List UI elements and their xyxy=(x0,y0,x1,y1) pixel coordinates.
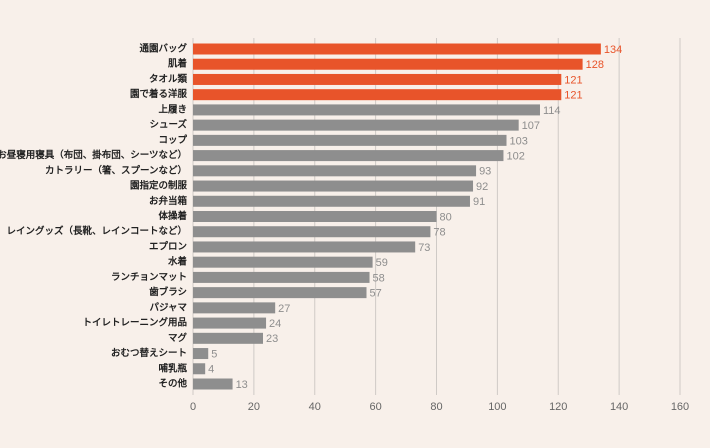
y-tick-label: タオル類 xyxy=(149,73,188,85)
x-tick-label: 80 xyxy=(430,401,442,413)
y-tick-label: 上履き xyxy=(158,103,187,115)
bar xyxy=(193,348,209,360)
value-label: 134 xyxy=(604,44,622,56)
y-tick-label: エプロン xyxy=(149,240,187,252)
value-label: 58 xyxy=(373,272,385,284)
bar xyxy=(193,165,477,177)
y-tick-label: お弁当箱 xyxy=(149,195,188,207)
value-label: 93 xyxy=(479,166,491,178)
bar xyxy=(193,211,437,222)
y-tick-label: コップ xyxy=(158,134,187,146)
y-tick-label: 水着 xyxy=(168,256,188,268)
bar xyxy=(193,150,504,162)
y-tick-label: 哺乳瓶 xyxy=(158,362,187,374)
bar xyxy=(193,119,519,131)
bar xyxy=(193,226,431,238)
bar xyxy=(193,58,583,70)
value-label: 91 xyxy=(473,196,485,208)
value-label: 121 xyxy=(564,90,582,102)
y-tick-label: 園で着る洋服 xyxy=(130,88,188,100)
value-label: 102 xyxy=(506,150,524,162)
value-label: 5 xyxy=(211,348,217,360)
y-tick-label: 体操着 xyxy=(158,210,187,222)
x-tick-label: 0 xyxy=(190,401,196,413)
y-tick-label: 通園バッグ xyxy=(139,43,187,55)
y-tick-label: その他 xyxy=(158,378,187,390)
value-label: 59 xyxy=(376,257,388,269)
y-tick-label: マグ xyxy=(168,332,188,344)
value-label: 92 xyxy=(476,181,488,193)
bar xyxy=(193,134,507,146)
bar xyxy=(193,73,562,85)
value-label: 121 xyxy=(564,74,582,86)
y-tick-label: トイレトレーニング用品 xyxy=(82,317,187,329)
value-label: 128 xyxy=(586,59,604,71)
value-label: 4 xyxy=(208,364,214,376)
value-label: 13 xyxy=(236,379,248,391)
bar xyxy=(193,180,474,192)
x-tick-label: 140 xyxy=(610,401,628,413)
value-label: 103 xyxy=(510,135,528,147)
y-tick-label: ランチョンマット xyxy=(111,272,187,283)
value-label: 73 xyxy=(418,242,430,254)
y-tick-label: パジャマ xyxy=(149,301,187,313)
bar xyxy=(193,241,416,253)
value-label: 27 xyxy=(278,303,290,315)
x-tick-label: 20 xyxy=(248,401,260,413)
value-label: 24 xyxy=(269,318,281,330)
bar xyxy=(193,195,470,207)
y-tick-label: お昼寝用寝具（布団、掛布団、シーツなど） xyxy=(0,149,187,161)
y-tick-label: 歯ブラシ xyxy=(149,286,187,298)
bar xyxy=(193,332,264,344)
x-tick-label: 160 xyxy=(671,401,689,413)
y-tick-label: シューズ xyxy=(149,119,187,131)
bar xyxy=(193,271,370,283)
bar xyxy=(193,89,562,101)
value-label: 114 xyxy=(543,105,561,117)
x-tick-label: 40 xyxy=(309,401,321,413)
bar xyxy=(193,317,267,329)
value-label: 80 xyxy=(440,211,452,223)
bar xyxy=(193,256,373,268)
bar xyxy=(193,378,233,390)
y-tick-label: カトラリー（箸、スプーンなど） xyxy=(45,164,187,176)
value-label: 107 xyxy=(522,120,540,132)
bar xyxy=(193,43,601,55)
bar xyxy=(193,287,367,299)
value-label: 57 xyxy=(369,288,381,300)
y-tick-label: 肌着 xyxy=(167,58,188,70)
bar xyxy=(193,302,276,314)
x-tick-label: 60 xyxy=(370,401,382,413)
value-label: 23 xyxy=(266,333,278,345)
y-tick-label: レイングッズ（長靴、レインコートなど） xyxy=(6,225,187,237)
bar xyxy=(193,104,540,116)
value-label: 78 xyxy=(433,227,445,239)
y-tick-label: 園指定の制服 xyxy=(130,180,188,192)
x-tick-label: 100 xyxy=(488,401,506,413)
y-tick-label: おむつ替えシート xyxy=(111,347,187,359)
x-tick-label: 120 xyxy=(549,401,567,413)
bar xyxy=(193,363,206,375)
